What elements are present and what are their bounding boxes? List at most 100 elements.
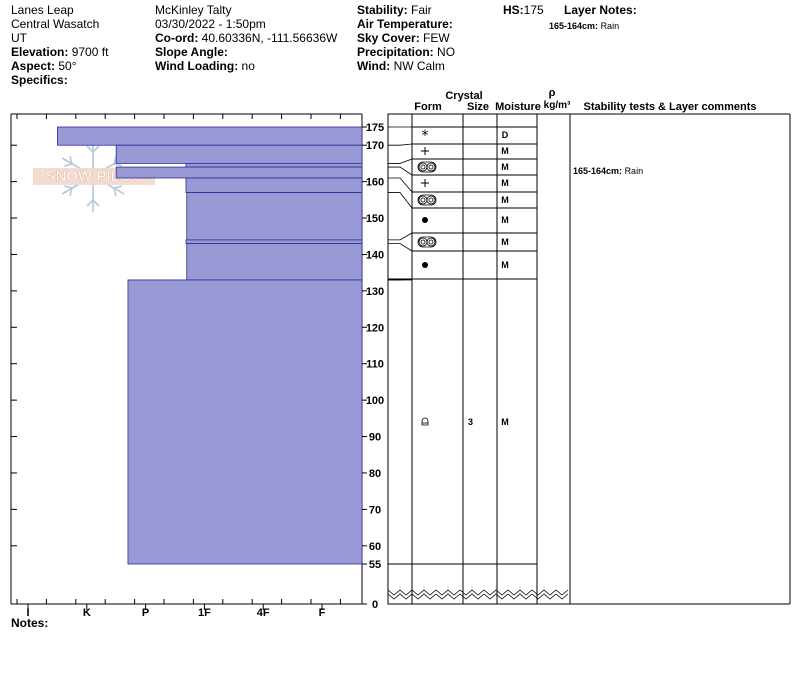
- notes-label: Notes:: [11, 616, 49, 630]
- height-label: 140: [366, 249, 384, 261]
- hardness-bar: [115, 166, 363, 179]
- hardness-bar: [186, 192, 363, 241]
- layer-row: M: [417, 161, 509, 173]
- header-density: kg/m³: [544, 100, 571, 111]
- hardness-bar: [186, 243, 363, 281]
- header-moisture: Moisture: [495, 101, 541, 113]
- layer-row: * D: [422, 128, 509, 144]
- sky-cover: Sky Cover: FEW: [357, 31, 450, 45]
- height-label: 170: [366, 140, 384, 152]
- header-form: Form: [414, 101, 442, 113]
- state: UT: [11, 31, 27, 45]
- observer: McKinley Talty: [155, 3, 232, 17]
- form-cluster-icon: [417, 161, 437, 173]
- hardness-bar: [57, 126, 363, 146]
- hardness-bar: [115, 144, 363, 164]
- height-labels: 175 170 160 150 140 130 120 110 100 90 80 70 60 55 0: [362, 122, 384, 611]
- layer-moisture: M: [501, 237, 509, 247]
- form-cluster-icon: [417, 194, 437, 206]
- height-label: 70: [369, 504, 381, 516]
- layer-moisture: M: [501, 260, 509, 270]
- hardness-ticks: I K P 1F 4F F: [16, 114, 341, 619]
- layer-row: M: [422, 215, 509, 225]
- precipitation: Precipitation: NO: [357, 45, 456, 59]
- hardness-label: K: [83, 607, 91, 619]
- header-col2: McKinley Talty 03/30/2022 - 1:50pm Co-or…: [155, 3, 337, 73]
- height-label: 60: [369, 541, 381, 553]
- form-crust-icon: [421, 417, 429, 426]
- hardness-bar: [185, 177, 363, 193]
- hardness-label: I: [26, 607, 29, 619]
- layer-row: M: [417, 194, 509, 206]
- layer-row: M: [421, 146, 509, 156]
- header-crystal: Crystal: [445, 90, 482, 102]
- layer-moisture: M: [501, 195, 509, 205]
- hardness-bar: [185, 239, 363, 244]
- hardness-bar: [185, 163, 363, 168]
- height-label: 150: [366, 213, 384, 225]
- range: Central Wasatch: [11, 17, 100, 31]
- layer-connector: [388, 192, 413, 209]
- header-col3: Stability: Fair Air Temperature: Sky Cov…: [357, 3, 455, 73]
- layer-connector: [388, 232, 413, 241]
- height-label: 110: [366, 359, 384, 371]
- axis-break-bottom: [387, 593, 569, 600]
- air-temperature: Air Temperature:: [357, 17, 453, 31]
- datetime: 03/30/2022 - 1:50pm: [155, 17, 266, 31]
- header-layer-notes: Layer Notes:: [564, 3, 637, 17]
- height-label: 130: [366, 286, 384, 298]
- height-label: 90: [369, 432, 381, 444]
- layer-moisture: M: [501, 146, 509, 156]
- layer-moisture: M: [501, 417, 509, 427]
- height-label: 55: [369, 559, 381, 571]
- hardness-bar: [127, 279, 363, 565]
- header-stability-tests: Stability tests & Layer comments: [583, 101, 756, 113]
- height-label: 0: [372, 599, 378, 611]
- stability: Stability: Fair: [357, 3, 432, 17]
- layer-connector: [388, 158, 413, 164]
- slope-angle: Slope Angle:: [155, 45, 228, 59]
- layer-moisture: D: [502, 130, 509, 140]
- header-layer-note: 165-164cm: Rain: [549, 21, 620, 31]
- wind-loading: Wind Loading: no: [155, 59, 255, 73]
- layer-size: 3: [468, 417, 473, 427]
- height-label: 80: [369, 468, 381, 480]
- layer-connector: [388, 177, 413, 193]
- form-dot-icon: [422, 217, 428, 223]
- layer-moisture: M: [501, 178, 509, 188]
- height-label: 100: [366, 395, 384, 407]
- form-cluster-icon: [417, 236, 437, 248]
- aspect: Aspect: 50°: [11, 59, 77, 73]
- header-hs: HS:175: [503, 3, 544, 17]
- axis-break-top: [387, 589, 569, 596]
- layer-connector: [388, 143, 413, 146]
- elevation: Elevation: 9700 ft: [11, 45, 109, 59]
- header-col1: Lanes Leap Central Wasatch UT Elevation:…: [11, 3, 108, 87]
- header-rho: ρ: [549, 87, 556, 99]
- layer-comment: 165-164cm: Rain: [573, 166, 643, 176]
- layer-table: [387, 113, 791, 605]
- layer-connectors: [388, 126, 413, 281]
- height-label: 160: [366, 177, 384, 189]
- height-label: 175: [366, 122, 384, 134]
- layer-moisture: M: [501, 162, 509, 172]
- layer-row: M: [417, 236, 509, 248]
- header-size: Size: [467, 101, 489, 113]
- specifics: Specifics:: [11, 73, 68, 87]
- layer-connector: [388, 243, 413, 252]
- location: Lanes Leap: [11, 3, 74, 17]
- hardness-label: 1F: [198, 607, 211, 619]
- hardness-label: 4F: [257, 607, 270, 619]
- coordinates: Co-ord: 40.60336N, -111.56636W: [155, 31, 338, 45]
- hardness-bars: [57, 126, 363, 565]
- hardness-label: P: [142, 607, 149, 619]
- layer-moisture: M: [501, 215, 509, 225]
- hardness-label: F: [319, 607, 326, 619]
- form-dot-icon: [422, 262, 428, 268]
- layer-row: M: [422, 260, 509, 270]
- wind: Wind: NW Calm: [357, 59, 445, 73]
- height-label: 120: [366, 322, 384, 334]
